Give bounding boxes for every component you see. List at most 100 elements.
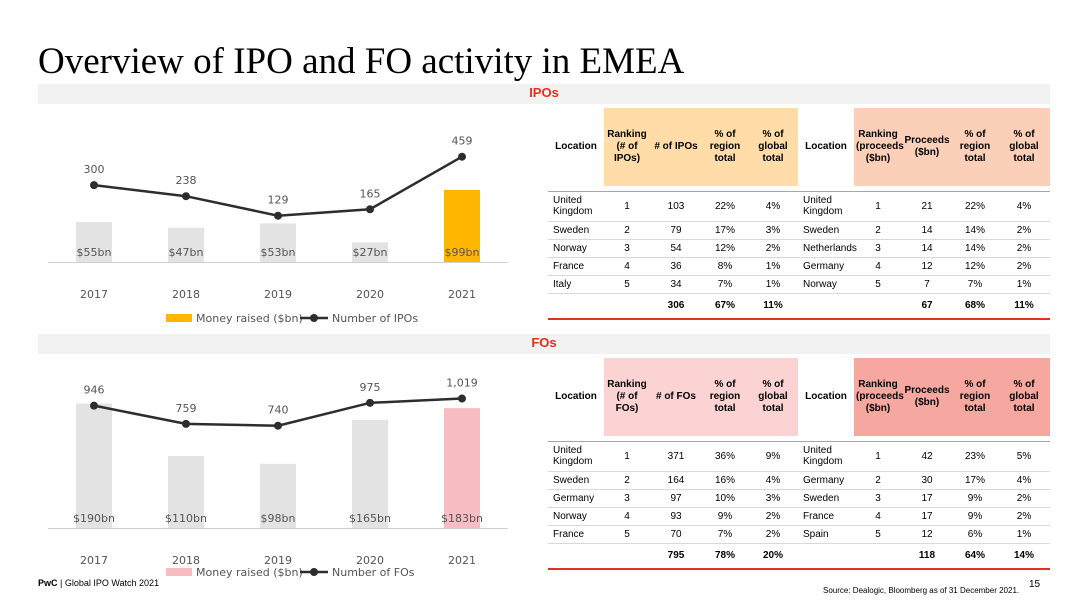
cell-pct-global-proceeds: 2%: [998, 507, 1050, 526]
cell-pct-region-proceeds: 7%: [952, 275, 998, 294]
header-pct-region-proceeds: % of region total: [952, 358, 998, 436]
bar-label: $110bn: [165, 512, 207, 525]
bar-2021: [444, 408, 480, 528]
cell-pct-region: 16%: [702, 471, 748, 490]
legend-bar-swatch: [166, 314, 192, 322]
cell-pct-global-proceeds: 4%: [998, 190, 1050, 222]
cell-proceeds: 17: [902, 507, 952, 526]
line-point: [366, 398, 374, 407]
header-ranking-sub: (# of FOs): [615, 391, 639, 414]
bar-label: $183bn: [441, 512, 483, 525]
cell-proceeds: 14: [902, 221, 952, 240]
cell-pct-global-proceeds: 2%: [998, 221, 1050, 240]
cell-pct-global: 4%: [748, 471, 798, 490]
cell-ranking-proceeds: 5: [854, 275, 902, 294]
cell-count: 97: [650, 489, 702, 508]
line-point: [458, 152, 466, 161]
cell-proceeds: 14: [902, 239, 952, 258]
cell-location: United Kingdom: [548, 190, 604, 222]
header-proceeds: Proceeds ($bn): [902, 108, 952, 186]
chart-svg: $55bn 2017 $47bn 2018 $53bn 2019 $27bn 2020 $99b…: [48, 135, 508, 325]
cell-pct-region-proceeds: 14%: [952, 239, 998, 258]
cell-location-proceeds: Germany: [798, 471, 854, 490]
cell-location: France: [548, 525, 604, 544]
line-data-label: 238: [176, 174, 197, 187]
cell-proceeds: 21: [902, 190, 952, 222]
header-ranking-label: Ranking: [607, 379, 647, 390]
bar-label: $47bn: [169, 246, 204, 259]
cell-location: Germany: [548, 489, 604, 508]
cell-location: Norway: [548, 239, 604, 258]
cell-location-proceeds: Sweden: [798, 221, 854, 240]
total-location-proceeds: [798, 543, 854, 570]
line-data-label: 129: [268, 194, 289, 207]
table-row: Germany 3 97 10% 3% Sweden 3 17 9% 2%: [548, 489, 1050, 508]
table-total-row: 795 78% 20% 118 64% 14%: [548, 543, 1050, 570]
x-tick-label: 2019: [264, 288, 292, 301]
x-tick-label: 2020: [356, 554, 384, 567]
cell-pct-global-proceeds: 5%: [998, 440, 1050, 472]
header-pct-global: % of global total: [748, 358, 798, 436]
ipo-section-label: IPOs: [529, 85, 559, 100]
table-row: United Kingdom 1 371 36% 9% United Kingdom 1 42…: [548, 440, 1050, 472]
ipo-chart: $55bn 2017 $47bn 2018 $53bn 2019 $27bn 2020 $99b…: [38, 106, 518, 330]
cell-proceeds: 30: [902, 471, 952, 490]
cell-location-proceeds: France: [798, 507, 854, 526]
total-pct-global: 11%: [748, 293, 798, 320]
cell-proceeds: 17: [902, 489, 952, 508]
table-row: France 5 70 7% 2% Spain 5 12 6% 1%: [548, 525, 1050, 544]
cell-pct-global-proceeds: 4%: [998, 471, 1050, 490]
cell-pct-global-proceeds: 2%: [998, 239, 1050, 258]
x-tick-label: 2018: [172, 554, 200, 567]
cell-pct-global: 3%: [748, 221, 798, 240]
x-tick-label: 2018: [172, 288, 200, 301]
cell-ranking-proceeds: 1: [854, 190, 902, 222]
legend-line-marker: [310, 314, 318, 322]
total-ranking: [604, 543, 650, 570]
header-location: Location: [548, 358, 604, 436]
legend-line-marker: [310, 568, 318, 576]
bar-label: $165bn: [349, 512, 391, 525]
total-pct-region-proceeds: 68%: [952, 293, 998, 320]
cell-pct-region-proceeds: 14%: [952, 221, 998, 240]
table-row: United Kingdom 1 103 22% 4% United Kingdom 1 21…: [548, 190, 1050, 222]
bar-label: $190bn: [73, 512, 115, 525]
cell-location-proceeds: United Kingdom: [798, 190, 854, 222]
cell-pct-global-proceeds: 2%: [998, 257, 1050, 276]
header-ranking-label: Ranking: [858, 129, 898, 140]
cell-ranking: 1: [604, 440, 650, 472]
cell-count: 36: [650, 257, 702, 276]
x-tick-label: 2021: [448, 288, 476, 301]
header-count: # of IPOs: [650, 108, 702, 186]
table-row: France 4 36 8% 1% Germany 4 12 12% 2%: [548, 257, 1050, 276]
bar-2021: [444, 189, 480, 262]
bar-2017: [76, 221, 112, 262]
cell-pct-global-proceeds: 1%: [998, 275, 1050, 294]
page-number: 15: [1029, 579, 1041, 590]
total-pct-global-proceeds: 11%: [998, 293, 1050, 320]
fo-chart: $190bn 2017 $110bn 2018 $98bn 2019 $165bn 2020 $…: [38, 356, 518, 584]
header-count: # of FOs: [650, 358, 702, 436]
bar-2017: [76, 403, 112, 528]
cell-pct-region: 12%: [702, 239, 748, 258]
line-point: [274, 421, 282, 430]
line-point: [182, 419, 190, 428]
cell-location: Italy: [548, 275, 604, 294]
fo-section-band: FOs: [38, 334, 1050, 354]
line-data-label: 300: [84, 163, 105, 176]
cell-pct-global: 4%: [748, 190, 798, 222]
cell-proceeds: 12: [902, 525, 952, 544]
cell-pct-global: 9%: [748, 440, 798, 472]
total-pct-region: 67%: [702, 293, 748, 320]
fo-ranking-table: Location Ranking (# of FOs) # of FOs % of…: [548, 358, 1050, 570]
cell-proceeds: 7: [902, 275, 952, 294]
header-location-proceeds: Location: [798, 358, 854, 436]
cell-count: 70: [650, 525, 702, 544]
total-ranking: [604, 293, 650, 320]
line-data-label: 165: [360, 187, 381, 200]
cell-location-proceeds: Sweden: [798, 489, 854, 508]
cell-pct-global: 1%: [748, 275, 798, 294]
x-tick-label: 2017: [80, 288, 108, 301]
cell-ranking-proceeds: 2: [854, 221, 902, 240]
header-pct-global-proceeds: % of global total: [998, 358, 1050, 436]
